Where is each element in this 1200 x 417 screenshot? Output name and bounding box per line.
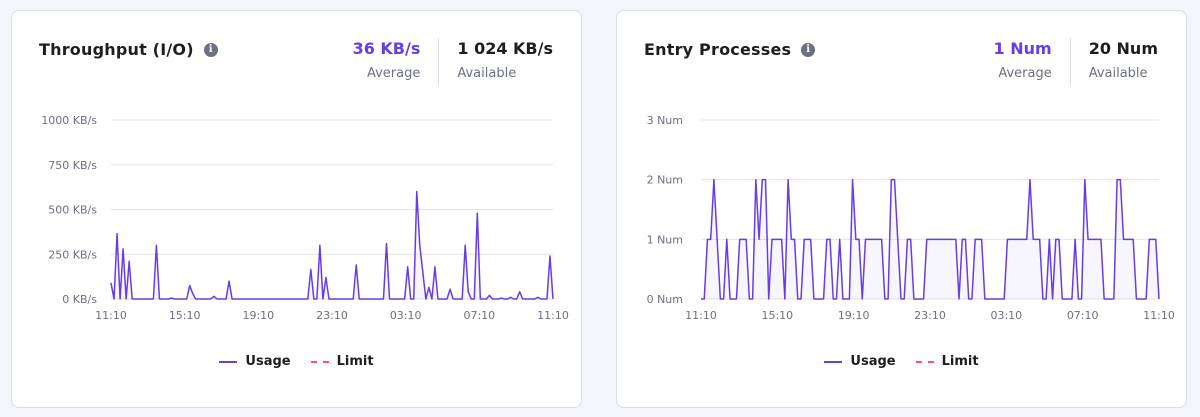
limit-swatch	[915, 360, 934, 363]
x-tick-label: 15:10	[761, 309, 793, 322]
available-stat: 20 Num Available	[1069, 38, 1158, 86]
x-tick-label: 03:10	[990, 309, 1022, 322]
x-tick-label: 11:10	[685, 309, 717, 322]
entry-processes-card: Entry Processes i 1 Num Average 20 Num A…	[616, 10, 1187, 408]
available-value: 1 024 KB/s	[457, 39, 553, 58]
available-label: Available	[1088, 66, 1148, 81]
legend-usage[interactable]: Usage	[824, 354, 896, 369]
legend-usage-label: Usage	[245, 354, 291, 369]
limit-swatch	[310, 360, 329, 363]
x-tick-label: 23:10	[914, 309, 946, 322]
x-tick-label: 19:10	[242, 309, 274, 322]
usage-series-line[interactable]	[701, 178, 1160, 300]
entry-title-row: Entry Processes i	[644, 40, 816, 59]
average-stat: 1 Num Average	[994, 38, 1070, 81]
available-value: 20 Num	[1088, 39, 1158, 58]
throughput-title-row: Throughput (I/O) i	[39, 40, 218, 59]
chart-legend: Usage Limit	[12, 354, 581, 369]
available-label: Available	[457, 66, 517, 81]
legend-usage-label: Usage	[850, 354, 896, 369]
chart-legend: Usage Limit	[617, 354, 1186, 369]
throughput-chart[interactable]: 0 KB/s 250 KB/s 500 KB/s 750 KB/s 1000 KB/s 1…	[12, 101, 583, 341]
card-title: Throughput (I/O)	[39, 40, 194, 59]
average-value: 36 KB/s	[352, 39, 421, 58]
x-tick-label: 11:10	[95, 309, 127, 322]
legend-usage[interactable]: Usage	[219, 354, 291, 369]
available-stat: 1 024 KB/s Available	[438, 38, 553, 86]
info-icon[interactable]: i	[203, 42, 218, 57]
legend-limit-label: Limit	[336, 354, 374, 369]
y-tick-label: 2 Num	[647, 174, 683, 187]
x-tick-label: 23:10	[316, 309, 348, 322]
average-label: Average	[366, 66, 421, 81]
throughput-card: Throughput (I/O) i 36 KB/s Average 1 024…	[11, 10, 582, 408]
x-tick-label: 11:10	[537, 309, 569, 322]
throughput-stats: 36 KB/s Average 1 024 KB/s Available	[353, 38, 553, 86]
x-tick-label: 19:10	[838, 309, 870, 322]
legend-limit[interactable]: Limit	[915, 354, 979, 369]
x-tick-label: 03:10	[390, 309, 422, 322]
average-value: 1 Num	[993, 39, 1052, 58]
usage-series-line[interactable]	[110, 190, 554, 300]
info-icon[interactable]: i	[801, 42, 816, 57]
average-stat: 36 KB/s Average	[353, 38, 439, 81]
legend-limit[interactable]: Limit	[310, 354, 374, 369]
legend-limit-label: Limit	[941, 354, 979, 369]
y-tick-label: 0 KB/s	[62, 293, 97, 306]
x-tick-label: 15:10	[169, 309, 201, 322]
card-title: Entry Processes	[644, 40, 792, 59]
entry-processes-chart[interactable]: 0 Num 1 Num 2 Num 3 Num 11:10 15:10 19:10 23:10…	[617, 101, 1188, 341]
x-tick-label: 07:10	[463, 309, 495, 322]
x-tick-label: 07:10	[1067, 309, 1099, 322]
y-tick-label: 3 Num	[647, 114, 683, 127]
x-tick-label: 11:10	[1143, 309, 1175, 322]
usage-area	[111, 191, 553, 299]
y-tick-label: 500 KB/s	[48, 204, 97, 217]
entry-stats: 1 Num Average 20 Num Available	[994, 38, 1158, 86]
y-tick-label: 1000 KB/s	[41, 114, 97, 127]
y-tick-label: 750 KB/s	[48, 159, 97, 172]
y-tick-label: 0 Num	[647, 293, 683, 306]
y-tick-label: 250 KB/s	[48, 248, 97, 261]
y-tick-label: 1 Num	[647, 233, 683, 246]
average-label: Average	[998, 66, 1052, 81]
usage-swatch	[219, 360, 238, 363]
usage-swatch	[824, 360, 843, 363]
